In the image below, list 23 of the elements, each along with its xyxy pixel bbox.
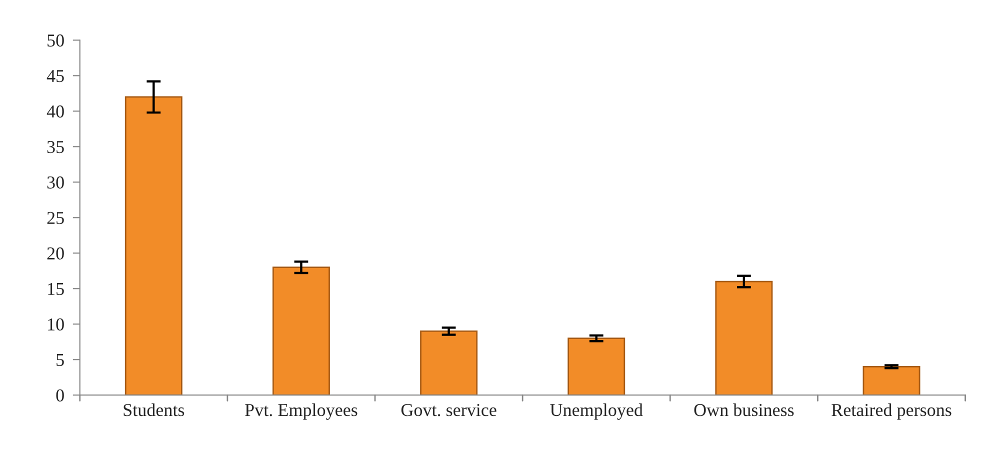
bar xyxy=(272,266,330,396)
bar xyxy=(862,366,920,396)
y-tick-label: 5 xyxy=(56,354,64,366)
x-tick-label: Unemployed xyxy=(550,403,643,420)
x-tick-label: Students xyxy=(124,403,184,416)
y-tick-label: 35 xyxy=(47,140,64,154)
bar xyxy=(420,330,478,396)
y-tick-label: 50 xyxy=(48,34,64,47)
x-tick-label: Own business xyxy=(694,403,794,416)
x-tick-label: Pvt. Employees xyxy=(245,403,358,420)
y-tick-label: 25 xyxy=(47,212,64,224)
y-tick-label: 0 xyxy=(56,389,64,402)
y-tick-label: 15 xyxy=(48,282,64,296)
y-tick-label: 20 xyxy=(47,247,64,260)
bar xyxy=(124,96,182,396)
y-tick-label: 30 xyxy=(47,176,64,189)
y-tick-label: 45 xyxy=(46,70,64,82)
bar xyxy=(715,280,773,396)
x-tick-label: Govt. service xyxy=(401,404,496,416)
y-tick-label: 10 xyxy=(48,318,64,331)
bar xyxy=(568,338,626,396)
y-tick-label: 40 xyxy=(46,105,64,118)
x-tick-label: Retaired persons xyxy=(832,403,952,420)
